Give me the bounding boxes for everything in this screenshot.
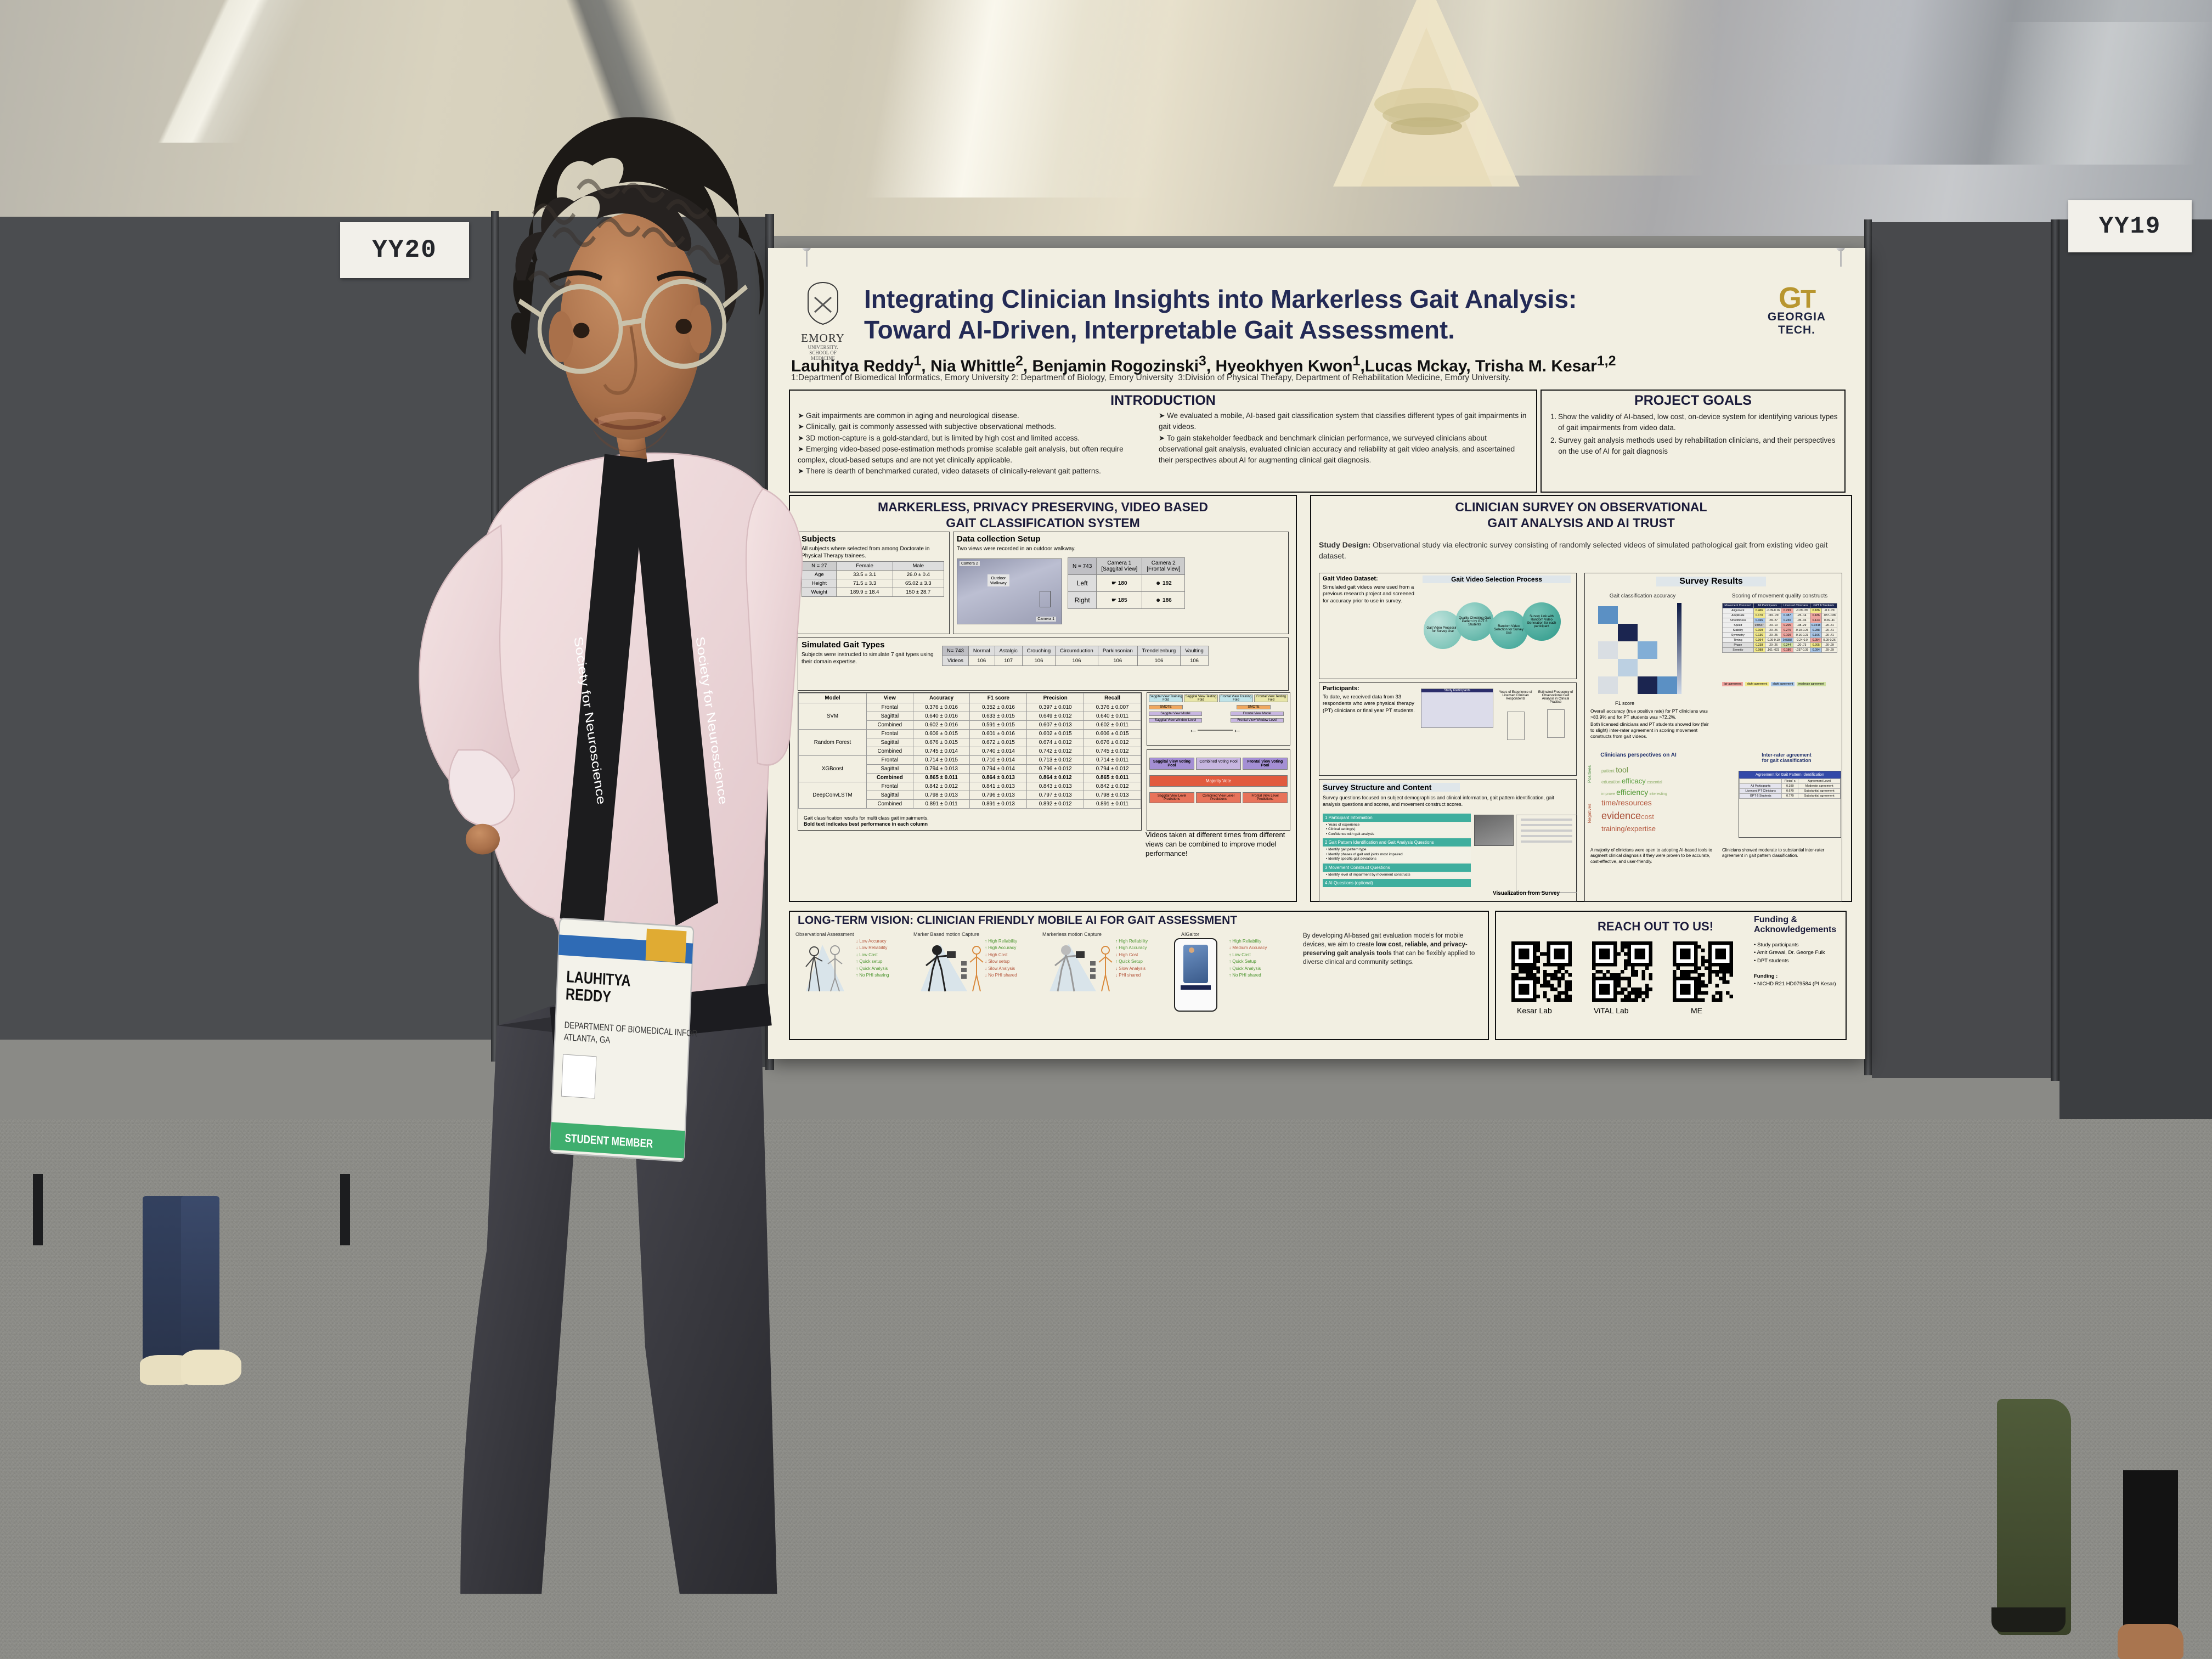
svg-text:REDDY: REDDY — [565, 985, 611, 1006]
